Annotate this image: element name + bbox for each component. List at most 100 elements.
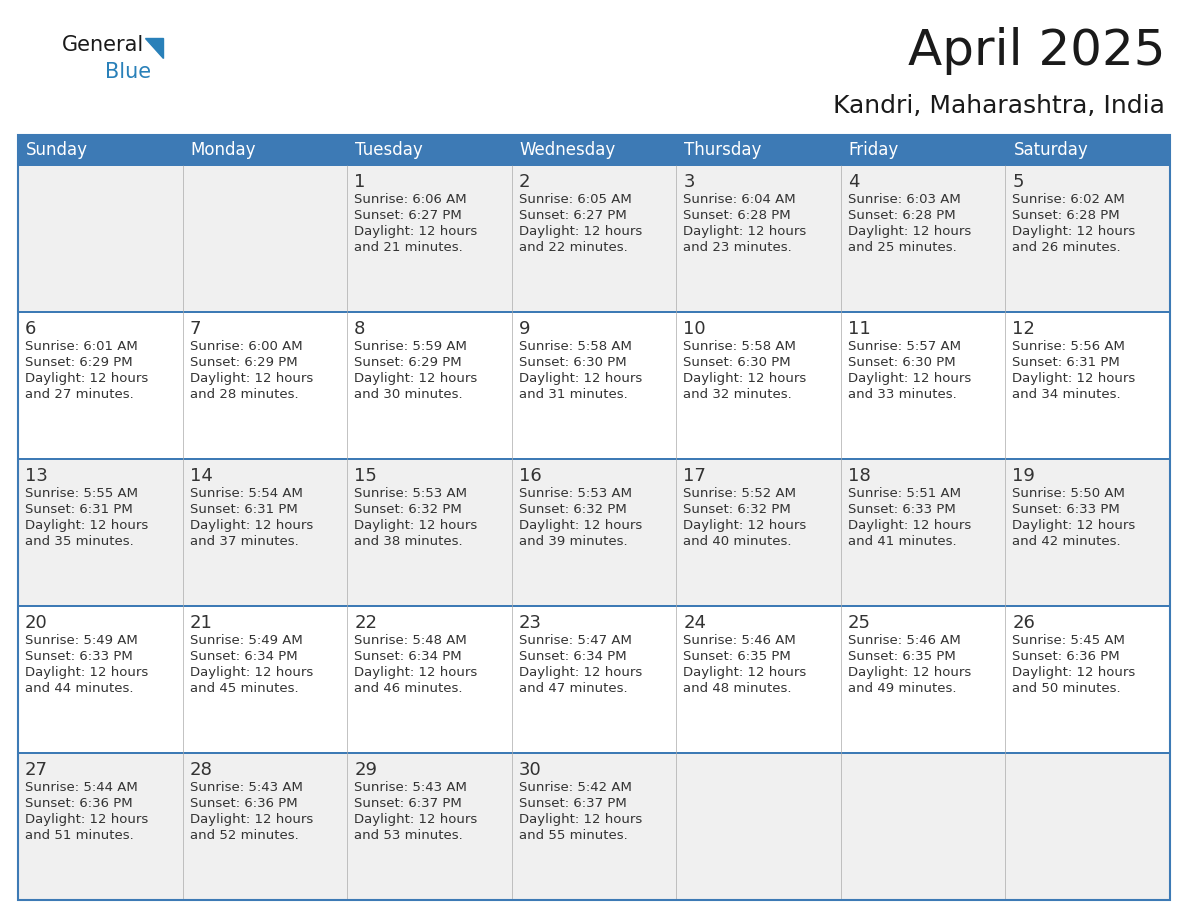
Text: 26: 26: [1012, 614, 1035, 632]
Text: Daylight: 12 hours: Daylight: 12 hours: [683, 666, 807, 679]
Text: and 32 minutes.: and 32 minutes.: [683, 388, 792, 401]
Bar: [347, 459, 512, 606]
Text: 13: 13: [25, 467, 48, 485]
Text: Friday: Friday: [849, 141, 899, 159]
Text: 5: 5: [1012, 173, 1024, 191]
Text: and 48 minutes.: and 48 minutes.: [683, 682, 791, 695]
Text: 9: 9: [519, 320, 530, 338]
Bar: [841, 312, 1005, 459]
Text: Sunset: 6:37 PM: Sunset: 6:37 PM: [519, 797, 626, 810]
Text: and 51 minutes.: and 51 minutes.: [25, 829, 134, 842]
Text: Sunrise: 5:48 AM: Sunrise: 5:48 AM: [354, 634, 467, 647]
Text: and 30 minutes.: and 30 minutes.: [354, 388, 463, 401]
Text: Daylight: 12 hours: Daylight: 12 hours: [683, 519, 807, 532]
Text: Sunset: 6:33 PM: Sunset: 6:33 PM: [25, 650, 133, 663]
Text: Sunset: 6:36 PM: Sunset: 6:36 PM: [190, 797, 297, 810]
Text: Sunrise: 5:49 AM: Sunrise: 5:49 AM: [25, 634, 138, 647]
Text: Sunset: 6:32 PM: Sunset: 6:32 PM: [519, 503, 626, 516]
Text: Daylight: 12 hours: Daylight: 12 hours: [848, 519, 971, 532]
Text: Sunset: 6:36 PM: Sunset: 6:36 PM: [25, 797, 133, 810]
Text: 30: 30: [519, 761, 542, 779]
Text: Daylight: 12 hours: Daylight: 12 hours: [190, 372, 312, 385]
Text: 20: 20: [25, 614, 48, 632]
Bar: [676, 606, 841, 753]
Bar: [1005, 165, 1170, 312]
Text: Daylight: 12 hours: Daylight: 12 hours: [848, 225, 971, 238]
Bar: [347, 165, 512, 312]
Bar: [18, 135, 1170, 900]
Bar: [512, 753, 676, 900]
Text: and 45 minutes.: and 45 minutes.: [190, 682, 298, 695]
Text: Sunrise: 5:57 AM: Sunrise: 5:57 AM: [848, 340, 961, 353]
Text: Sunset: 6:31 PM: Sunset: 6:31 PM: [190, 503, 297, 516]
Bar: [676, 135, 841, 165]
Bar: [512, 312, 676, 459]
Bar: [676, 312, 841, 459]
Bar: [18, 753, 183, 900]
Text: 7: 7: [190, 320, 201, 338]
Text: Sunrise: 6:06 AM: Sunrise: 6:06 AM: [354, 193, 467, 206]
Text: 24: 24: [683, 614, 707, 632]
Text: Sunrise: 5:45 AM: Sunrise: 5:45 AM: [1012, 634, 1125, 647]
Text: Daylight: 12 hours: Daylight: 12 hours: [848, 372, 971, 385]
Text: and 40 minutes.: and 40 minutes.: [683, 535, 791, 548]
Text: 19: 19: [1012, 467, 1035, 485]
Text: Sunset: 6:30 PM: Sunset: 6:30 PM: [519, 356, 626, 369]
Text: Saturday: Saturday: [1013, 141, 1088, 159]
Text: 8: 8: [354, 320, 366, 338]
Bar: [1005, 135, 1170, 165]
Bar: [676, 753, 841, 900]
Text: and 35 minutes.: and 35 minutes.: [25, 535, 134, 548]
Text: Sunrise: 5:53 AM: Sunrise: 5:53 AM: [519, 487, 632, 500]
Polygon shape: [145, 38, 163, 58]
Text: and 55 minutes.: and 55 minutes.: [519, 829, 627, 842]
Bar: [347, 606, 512, 753]
Text: Sunset: 6:30 PM: Sunset: 6:30 PM: [848, 356, 955, 369]
Text: Sunset: 6:31 PM: Sunset: 6:31 PM: [1012, 356, 1120, 369]
Text: General: General: [62, 35, 144, 55]
Text: and 39 minutes.: and 39 minutes.: [519, 535, 627, 548]
Text: 14: 14: [190, 467, 213, 485]
Text: and 34 minutes.: and 34 minutes.: [1012, 388, 1121, 401]
Text: Sunset: 6:29 PM: Sunset: 6:29 PM: [354, 356, 462, 369]
Text: Daylight: 12 hours: Daylight: 12 hours: [519, 813, 642, 826]
Text: and 49 minutes.: and 49 minutes.: [848, 682, 956, 695]
Text: Sunrise: 6:02 AM: Sunrise: 6:02 AM: [1012, 193, 1125, 206]
Text: Sunrise: 5:53 AM: Sunrise: 5:53 AM: [354, 487, 467, 500]
Text: Daylight: 12 hours: Daylight: 12 hours: [519, 519, 642, 532]
Text: Daylight: 12 hours: Daylight: 12 hours: [354, 372, 478, 385]
Text: Sunrise: 5:49 AM: Sunrise: 5:49 AM: [190, 634, 302, 647]
Text: Sunset: 6:34 PM: Sunset: 6:34 PM: [519, 650, 626, 663]
Text: and 38 minutes.: and 38 minutes.: [354, 535, 463, 548]
Text: Daylight: 12 hours: Daylight: 12 hours: [519, 372, 642, 385]
Bar: [183, 135, 347, 165]
Bar: [347, 135, 512, 165]
Bar: [18, 312, 183, 459]
Text: Daylight: 12 hours: Daylight: 12 hours: [1012, 372, 1136, 385]
Bar: [512, 606, 676, 753]
Text: 27: 27: [25, 761, 48, 779]
Text: Daylight: 12 hours: Daylight: 12 hours: [354, 225, 478, 238]
Text: and 23 minutes.: and 23 minutes.: [683, 241, 792, 254]
Text: 25: 25: [848, 614, 871, 632]
Text: Blue: Blue: [105, 62, 151, 82]
Bar: [841, 135, 1005, 165]
Text: Daylight: 12 hours: Daylight: 12 hours: [25, 372, 148, 385]
Text: and 41 minutes.: and 41 minutes.: [848, 535, 956, 548]
Text: 6: 6: [25, 320, 37, 338]
Text: Sunrise: 5:59 AM: Sunrise: 5:59 AM: [354, 340, 467, 353]
Text: Daylight: 12 hours: Daylight: 12 hours: [1012, 225, 1136, 238]
Text: Sunset: 6:29 PM: Sunset: 6:29 PM: [25, 356, 133, 369]
Text: and 42 minutes.: and 42 minutes.: [1012, 535, 1121, 548]
Bar: [676, 459, 841, 606]
Text: Daylight: 12 hours: Daylight: 12 hours: [354, 813, 478, 826]
Text: Sunrise: 5:56 AM: Sunrise: 5:56 AM: [1012, 340, 1125, 353]
Text: Sunrise: 5:43 AM: Sunrise: 5:43 AM: [190, 781, 303, 794]
Text: 21: 21: [190, 614, 213, 632]
Text: and 33 minutes.: and 33 minutes.: [848, 388, 956, 401]
Text: and 37 minutes.: and 37 minutes.: [190, 535, 298, 548]
Text: 17: 17: [683, 467, 706, 485]
Text: Daylight: 12 hours: Daylight: 12 hours: [354, 666, 478, 679]
Bar: [841, 606, 1005, 753]
Bar: [183, 312, 347, 459]
